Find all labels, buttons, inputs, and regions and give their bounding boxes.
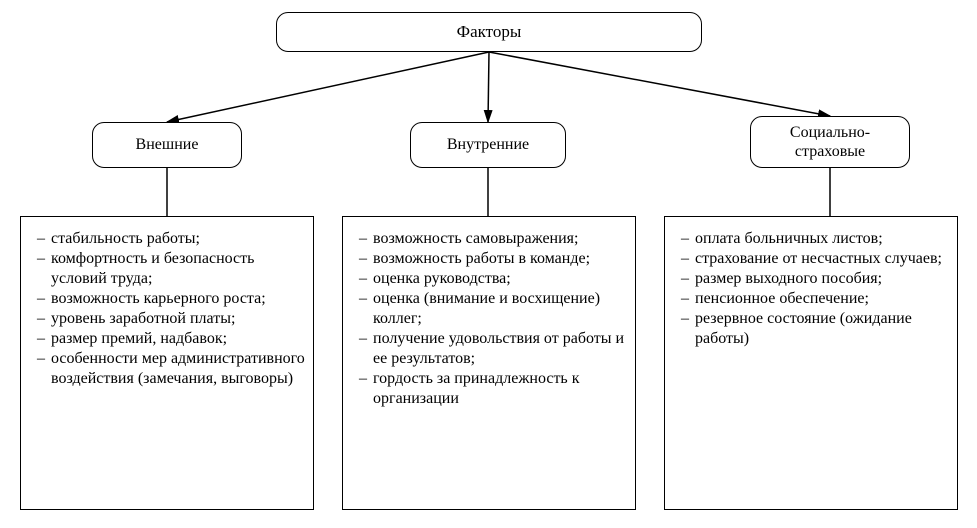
list-item: оценка руководства; bbox=[359, 269, 627, 289]
list-item: размер премий, надбавок; bbox=[37, 329, 305, 349]
root-label: Факторы bbox=[457, 22, 522, 42]
category-node-internal: Внутренние bbox=[410, 122, 566, 168]
detail-box-internal: возможность самовыражения;возможность ра… bbox=[342, 216, 636, 510]
list-item: размер выходного пособия; bbox=[681, 269, 949, 289]
list-item: гордость за принадлежность к организации bbox=[359, 369, 627, 409]
category-label: Внешние bbox=[136, 135, 199, 154]
list-item: резервное состояние (ожидание работы) bbox=[681, 309, 949, 349]
list-item: стабильность работы; bbox=[37, 229, 305, 249]
list-item: возможность самовыражения; bbox=[359, 229, 627, 249]
category-label: Социально- страховые bbox=[790, 123, 870, 161]
list-item: получение удовольствия от работы и ее ре… bbox=[359, 329, 627, 369]
root-node: Факторы bbox=[276, 12, 702, 52]
category-label: Внутренние bbox=[447, 135, 529, 154]
list-item: комфортность и безопасность условий труд… bbox=[37, 249, 305, 289]
list-item: особенности мер административного воздей… bbox=[37, 349, 305, 389]
list-item: пенсионное обеспечение; bbox=[681, 289, 949, 309]
list-item: оплата больничных листов; bbox=[681, 229, 949, 249]
item-list: стабильность работы;комфортность и безоп… bbox=[37, 229, 305, 389]
item-list: возможность самовыражения;возможность ра… bbox=[359, 229, 627, 409]
list-item: страхование от несчастных случаев; bbox=[681, 249, 949, 269]
category-node-external: Внешние bbox=[92, 122, 242, 168]
list-item: уровень заработной платы; bbox=[37, 309, 305, 329]
list-item: возможность работы в команде; bbox=[359, 249, 627, 269]
list-item: возможность карьерного роста; bbox=[37, 289, 305, 309]
detail-box-external: стабильность работы;комфортность и безоп… bbox=[20, 216, 314, 510]
list-item: оценка (внимание и восхищение) коллег; bbox=[359, 289, 627, 329]
category-node-social-insurance: Социально- страховые bbox=[750, 116, 910, 168]
detail-box-social-insurance: оплата больничных листов;страхование от … bbox=[664, 216, 958, 510]
item-list: оплата больничных листов;страхование от … bbox=[681, 229, 949, 349]
